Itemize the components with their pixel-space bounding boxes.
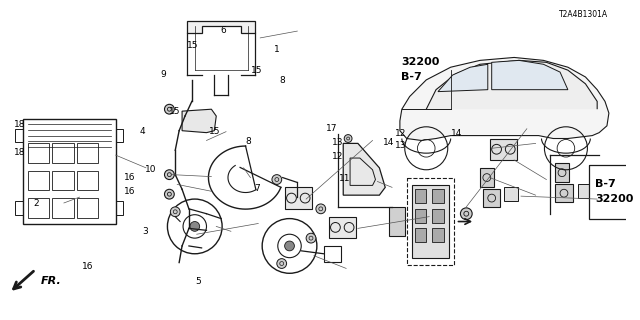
Text: 9: 9 <box>160 69 166 78</box>
Bar <box>77 171 98 190</box>
Bar <box>490 139 517 160</box>
Text: 8: 8 <box>245 137 251 146</box>
Text: 14: 14 <box>383 138 394 147</box>
Text: 7: 7 <box>255 184 260 193</box>
Text: 3: 3 <box>143 228 148 236</box>
Bar <box>28 171 49 190</box>
Bar <box>415 189 426 203</box>
Bar <box>589 165 640 219</box>
Text: 10: 10 <box>145 165 156 174</box>
Polygon shape <box>492 60 568 90</box>
Circle shape <box>460 208 472 220</box>
Bar <box>415 228 426 242</box>
Bar <box>406 178 454 266</box>
Bar <box>15 129 23 142</box>
Text: 16: 16 <box>124 187 136 196</box>
Bar <box>483 189 500 207</box>
Text: 2: 2 <box>33 199 39 208</box>
Polygon shape <box>400 58 609 140</box>
Text: 13: 13 <box>332 138 343 147</box>
Bar <box>328 217 356 238</box>
Polygon shape <box>343 143 385 195</box>
Text: 4: 4 <box>140 127 145 136</box>
Bar <box>412 185 449 258</box>
Bar <box>415 209 426 222</box>
Text: 18: 18 <box>13 120 25 129</box>
Bar <box>52 198 74 218</box>
Circle shape <box>164 189 174 199</box>
Text: 15: 15 <box>250 67 262 76</box>
Bar <box>324 246 341 261</box>
Text: 32200: 32200 <box>595 194 634 204</box>
Text: 15: 15 <box>209 127 220 136</box>
Text: 1: 1 <box>274 44 280 53</box>
Bar <box>432 209 444 222</box>
Text: 5: 5 <box>195 277 201 286</box>
Polygon shape <box>438 64 488 92</box>
Circle shape <box>190 221 200 231</box>
Bar <box>555 184 573 202</box>
Bar <box>28 198 49 218</box>
Text: 11: 11 <box>339 174 350 183</box>
Text: FR.: FR. <box>40 276 61 286</box>
Text: B-7: B-7 <box>595 180 616 189</box>
Circle shape <box>170 207 180 217</box>
Circle shape <box>344 135 352 142</box>
Bar <box>555 163 569 182</box>
Text: 8: 8 <box>280 76 285 85</box>
Bar <box>77 143 98 163</box>
Bar <box>52 171 74 190</box>
Circle shape <box>306 233 316 243</box>
Text: 12: 12 <box>395 129 406 138</box>
Bar <box>432 228 444 242</box>
Bar <box>578 184 589 198</box>
Text: 15: 15 <box>187 41 198 51</box>
Text: 12: 12 <box>332 152 343 161</box>
Text: 15: 15 <box>169 107 180 116</box>
Text: 14: 14 <box>451 129 463 138</box>
Circle shape <box>164 104 174 114</box>
Polygon shape <box>187 21 255 33</box>
Text: 32200: 32200 <box>401 57 440 67</box>
Bar <box>432 189 444 203</box>
Circle shape <box>316 204 326 214</box>
Bar <box>23 119 116 224</box>
Text: B-7: B-7 <box>401 72 422 82</box>
Circle shape <box>277 259 287 268</box>
Polygon shape <box>182 109 216 133</box>
Text: T2A4B1301A: T2A4B1301A <box>559 10 608 19</box>
Polygon shape <box>426 60 597 109</box>
Bar <box>480 168 493 187</box>
Bar <box>116 201 124 215</box>
Bar <box>28 143 49 163</box>
Bar <box>52 143 74 163</box>
Text: 18: 18 <box>13 148 25 157</box>
Text: 16: 16 <box>124 173 136 182</box>
Text: 16: 16 <box>83 262 94 271</box>
Bar <box>389 207 404 236</box>
Text: 17: 17 <box>326 124 338 133</box>
Circle shape <box>272 175 282 184</box>
Circle shape <box>164 170 174 180</box>
Text: 6: 6 <box>220 26 226 35</box>
Bar <box>285 187 312 209</box>
Text: 13: 13 <box>395 141 406 150</box>
Bar <box>116 129 124 142</box>
Bar <box>77 198 98 218</box>
Circle shape <box>285 241 294 251</box>
Bar <box>15 201 23 215</box>
Bar <box>504 187 518 201</box>
